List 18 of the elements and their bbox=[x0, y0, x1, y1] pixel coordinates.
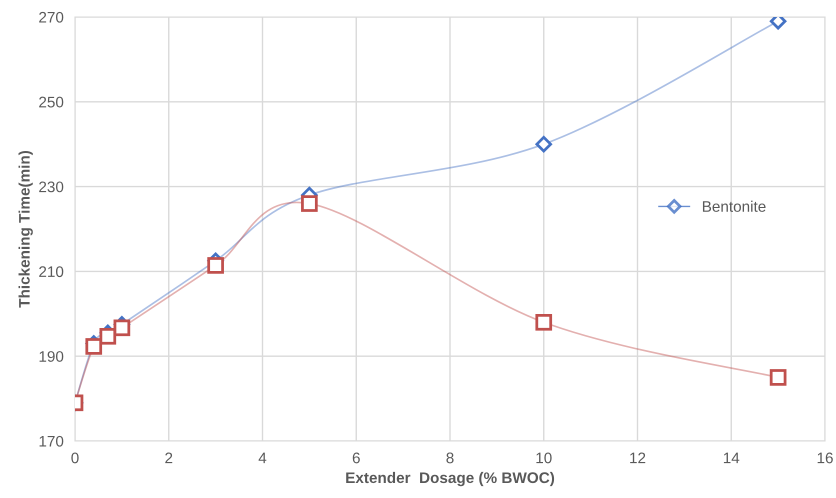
x-tick-label: 10 bbox=[536, 452, 552, 464]
y-tick-label: 170 bbox=[40, 436, 64, 447]
y-tick-label: 270 bbox=[39, 12, 64, 23]
x-tick-label: 6 bbox=[352, 452, 360, 464]
x-tick-label: 8 bbox=[446, 452, 454, 464]
y-tick-label: 230 bbox=[39, 181, 64, 192]
y-tick-label: 190 bbox=[40, 351, 64, 362]
x-tick-label: 14 bbox=[724, 452, 740, 464]
x-tick-label: 2 bbox=[165, 452, 172, 464]
y-tick-label: 250 bbox=[39, 96, 64, 108]
x-tick-label: 0 bbox=[71, 452, 79, 464]
x-tick-label: 16 bbox=[818, 452, 833, 464]
legend-label: Bentonite bbox=[702, 200, 766, 212]
y-tick-label: 210 bbox=[39, 266, 64, 278]
x-axis-title: Extender Dosage (% BWOC) bbox=[346, 472, 554, 486]
x-tick-label: 12 bbox=[630, 452, 646, 464]
y-axis-title: Thickening Time(min) bbox=[18, 150, 33, 308]
x-tick-label: 4 bbox=[258, 452, 266, 464]
